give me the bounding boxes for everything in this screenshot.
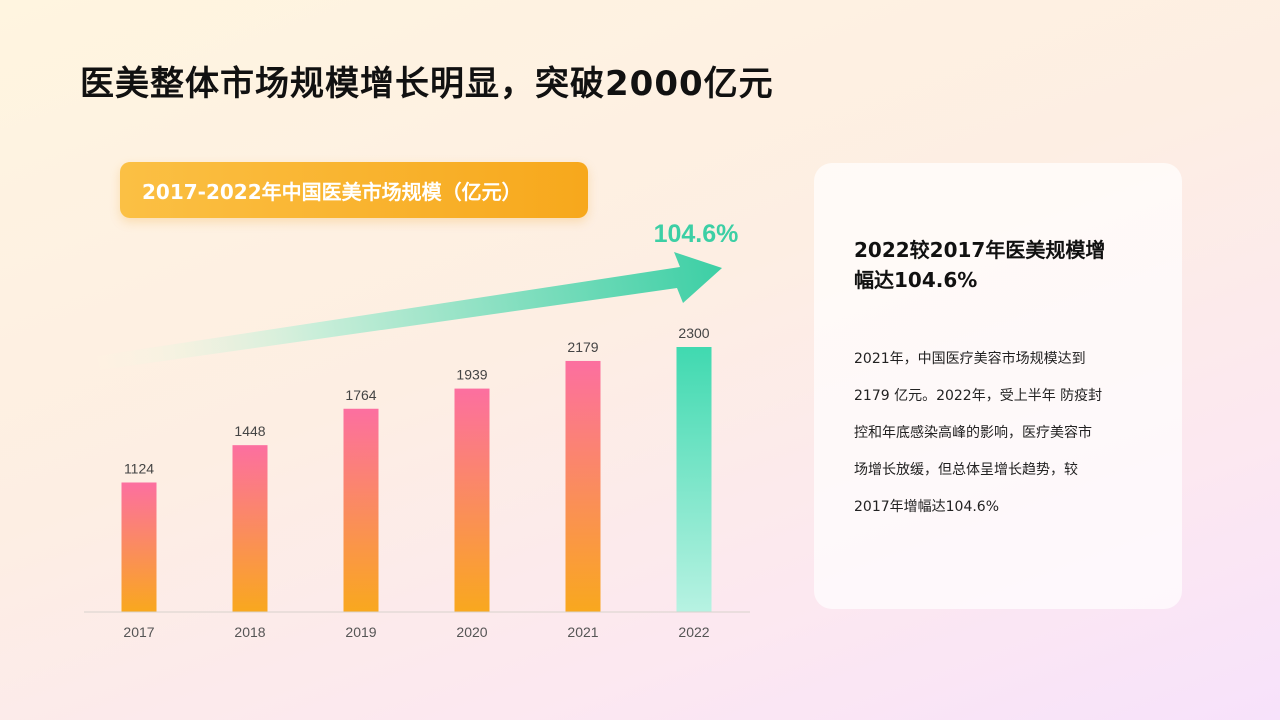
summary-card: 2022较2017年医美规模增幅达104.6% 2021年，中国医疗美容市场规模… — [814, 163, 1182, 609]
bar-value-label: 1939 — [456, 367, 487, 383]
bar-2017 — [121, 482, 157, 612]
summary-line: 场增长放缓，但总体呈增长趋势，较 — [854, 462, 1078, 478]
x-tick-label: 2022 — [678, 624, 709, 640]
x-tick-label: 2018 — [234, 624, 265, 640]
summary-heading: 2022较2017年医美规模增幅达104.6% — [854, 238, 1106, 292]
bar-value-label: 1764 — [345, 387, 376, 403]
chart-title-banner: 2017-2022年中国医美市场规模（亿元） — [120, 162, 588, 218]
summary-line: 2021年，中国医疗美容市场规模达到 — [854, 351, 1086, 367]
bar-value-label: 1448 — [234, 423, 265, 439]
bar-value-label: 2179 — [567, 339, 598, 355]
x-tick-label: 2020 — [456, 624, 487, 640]
summary-body: 2021年，中国医疗美容市场规模达到 2179 亿元。2022年，受上半年 防疫… — [854, 341, 1142, 526]
bar-2021 — [565, 360, 601, 612]
x-tick-label: 2019 — [345, 624, 376, 640]
bar-2018 — [232, 445, 268, 612]
bar-2022 — [676, 347, 712, 612]
bar-2020 — [454, 388, 490, 612]
summary-line: 控和年底感染高峰的影响，医疗美容市 — [854, 425, 1092, 441]
x-tick-label: 2017 — [123, 624, 154, 640]
page-title: 医美整体市场规模增长明显，突破2000亿元 — [80, 64, 774, 104]
growth-percentage-label: 104.6% — [654, 220, 739, 248]
x-tick-label: 2021 — [567, 624, 598, 640]
bar-value-label: 2300 — [678, 325, 709, 341]
growth-arrow-icon — [97, 252, 722, 370]
bar-value-label: 1124 — [124, 460, 154, 476]
summary-line: 2179 亿元。2022年，受上半年 防疫封 — [854, 388, 1103, 404]
chart-title-label: 2017-2022年中国医美市场规模（亿元） — [142, 179, 522, 204]
summary-line: 2017年增幅达104.6% — [854, 499, 1000, 515]
bar-2019 — [343, 408, 379, 612]
